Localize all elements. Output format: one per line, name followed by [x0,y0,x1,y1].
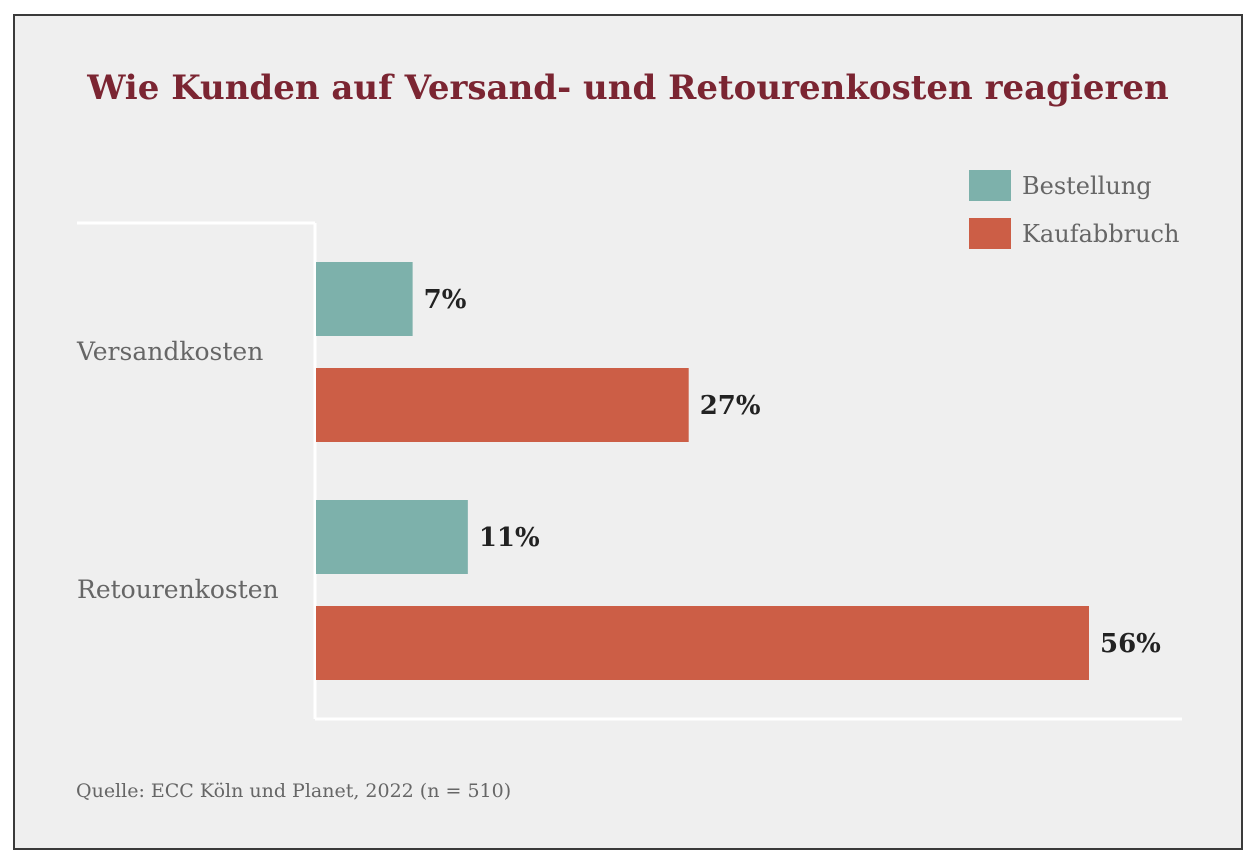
legend-swatch [969,218,1011,249]
bar-bestellung [316,262,413,336]
data-label: 11% [479,523,540,553]
data-label: 27% [700,391,761,421]
category-label: Retourenkosten [77,575,279,604]
bar-kaufabbruch [316,368,689,442]
bar-chart: Versandkosten 7% 27% Retourenkosten 11% 56% Be… [76,170,1182,721]
legend-label: Kaufabbruch [1022,220,1179,248]
legend-swatch [969,170,1011,201]
bar-bestellung [316,500,468,574]
data-label: 56% [1100,629,1161,659]
category-label: Versandkosten [76,337,263,366]
data-label: 7% [424,285,467,315]
source-note: Quelle: ECC Köln und Planet, 2022 (n = 5… [76,780,512,802]
chart-frame: Wie Kunden auf Versand- und Retourenkost… [13,14,1243,850]
legend-label: Bestellung [1022,172,1152,200]
chart-title: Wie Kunden auf Versand- und Retourenkost… [87,68,1169,108]
bar-kaufabbruch [316,606,1089,680]
